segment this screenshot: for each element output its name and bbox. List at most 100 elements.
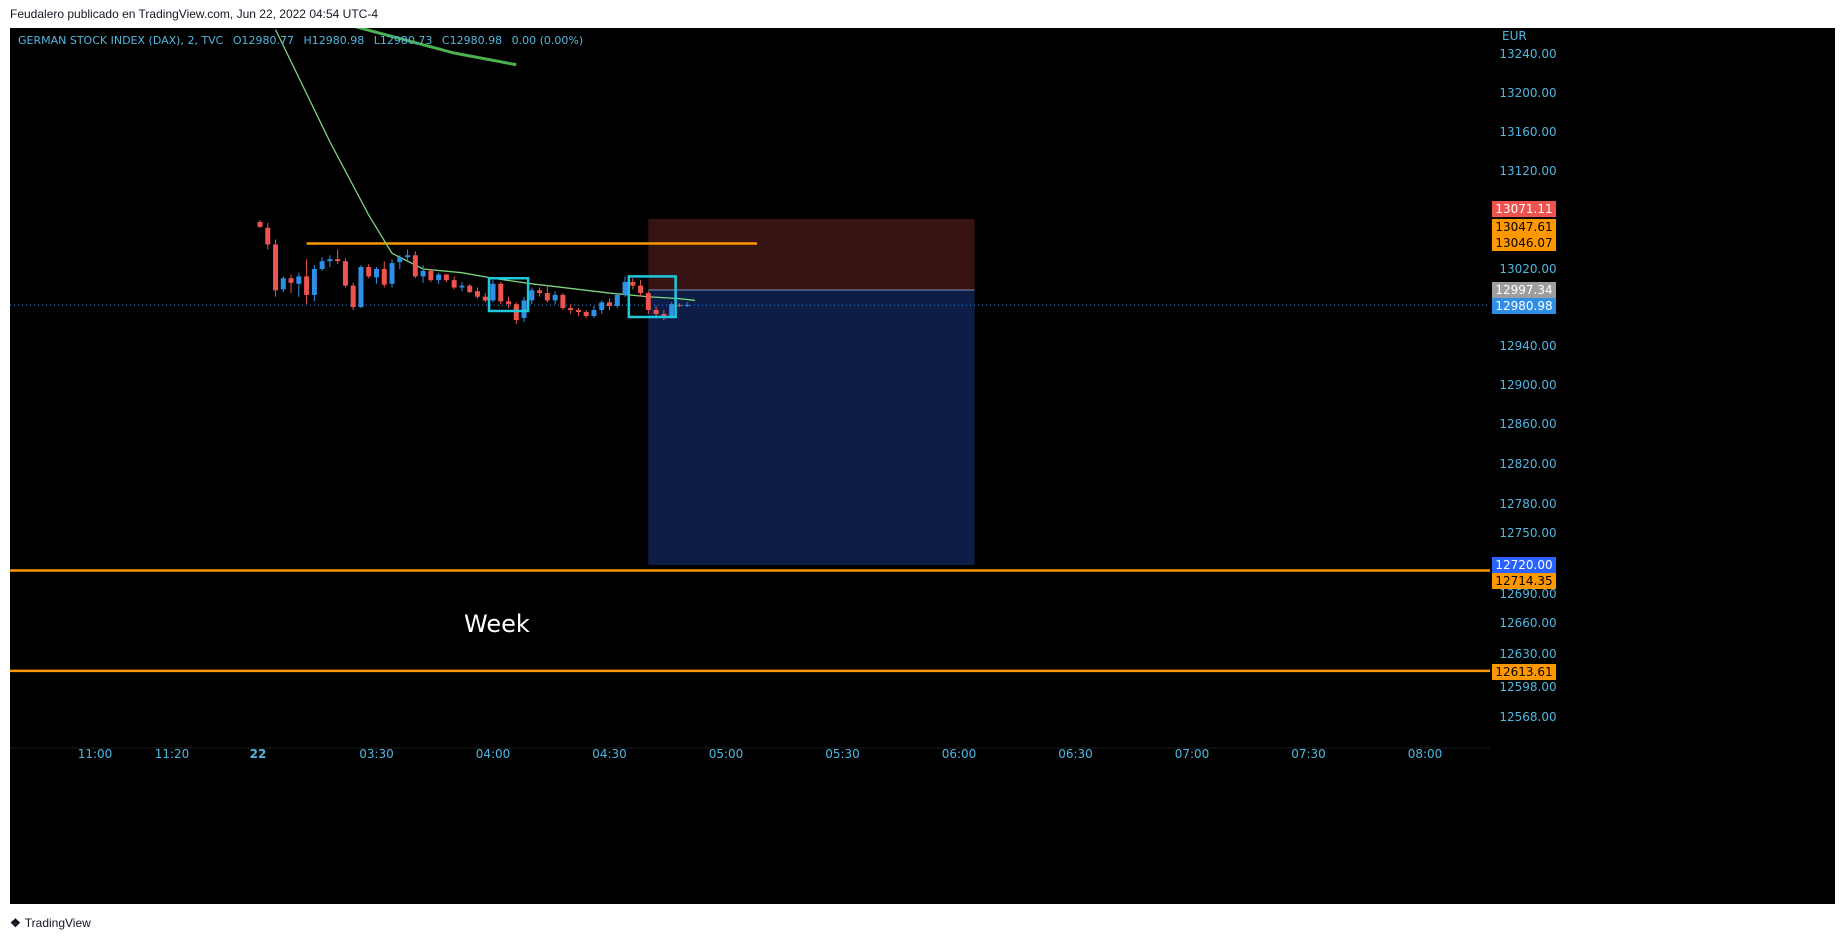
candle-body-50 xyxy=(645,293,651,310)
candle-body-13 xyxy=(358,267,364,307)
candle-body-53 xyxy=(669,304,675,316)
candle-body-55 xyxy=(684,305,690,307)
price-label-bg-7 xyxy=(1492,664,1556,680)
candle-body-30 xyxy=(490,283,496,301)
price-label-1: 13047.61 xyxy=(1495,220,1552,234)
y-tick-12: 12660.00 xyxy=(1499,616,1556,630)
x-tick-2: 22 xyxy=(250,747,267,761)
y-tick-5: 12940.00 xyxy=(1499,339,1556,353)
legend-close: C12980.98 xyxy=(441,34,503,47)
candlestick-chart[interactable]: Week EUR 13240.00 13200.00 13160.00 13120.00 1… xyxy=(10,28,1835,904)
y-tick-14: 12598.00 xyxy=(1499,680,1556,694)
annotation-week: Week xyxy=(464,610,530,638)
candle-body-32 xyxy=(506,301,512,305)
legend-change: 0.00 (0.00%) xyxy=(511,34,584,47)
x-tick-7: 05:30 xyxy=(825,747,860,761)
candle-body-24 xyxy=(443,274,449,281)
candle-body-44 xyxy=(599,302,605,310)
price-label-bg-3 xyxy=(1492,282,1556,298)
tradingview-logo-icon: ❖ xyxy=(10,916,21,930)
candle-body-25 xyxy=(451,280,457,288)
candle-body-31 xyxy=(498,283,504,302)
highlight-box-1 xyxy=(627,275,677,319)
x-tick-3: 03:30 xyxy=(359,747,394,761)
candle-body-7 xyxy=(311,269,317,295)
tradingview-brand[interactable]: ❖ TradingView xyxy=(10,914,91,932)
legend-symbol: GERMAN STOCK INDEX (DAX), 2, TVC xyxy=(18,34,224,47)
legend-low: L12980.73 xyxy=(373,34,433,47)
x-tick-8: 06:00 xyxy=(942,747,977,761)
candle-body-28 xyxy=(474,291,480,297)
x-tick-12: 08:00 xyxy=(1408,747,1443,761)
price-label-bg-4 xyxy=(1492,298,1556,314)
chart-area[interactable]: Week EUR 13240.00 13200.00 13160.00 13120.00 1… xyxy=(10,28,1835,904)
y-tick-3: 13120.00 xyxy=(1499,164,1556,178)
publisher-line: Feudalero publicado en TradingView.com, … xyxy=(10,7,379,21)
x-tick-5: 04:30 xyxy=(592,747,627,761)
symbol-legend: GERMAN STOCK INDEX (DAX), 2, TVC O12980.… xyxy=(18,34,589,47)
y-tick-11: 12690.00 xyxy=(1499,587,1556,601)
candle-body-34 xyxy=(521,300,527,318)
brand-label: TradingView xyxy=(24,916,91,930)
candle-body-4 xyxy=(288,278,294,283)
candle-body-26 xyxy=(459,285,465,288)
candle-body-9 xyxy=(327,259,333,262)
price-axis xyxy=(1490,28,1835,748)
candle-body-19 xyxy=(405,255,411,258)
candle-body-27 xyxy=(467,285,473,293)
price-label-bg-0 xyxy=(1492,201,1556,217)
price-label-bg-6 xyxy=(1492,573,1556,589)
price-label-2: 13046.07 xyxy=(1495,236,1552,250)
candle-body-36 xyxy=(537,290,543,294)
y-tick-2: 13160.00 xyxy=(1499,125,1556,139)
candle-body-12 xyxy=(350,285,356,307)
candle-body-48 xyxy=(630,281,636,286)
y-tick-9: 12780.00 xyxy=(1499,497,1556,511)
candle-body-5 xyxy=(296,276,302,284)
candle-body-40 xyxy=(568,308,574,310)
price-label-4: 12980.98 xyxy=(1495,299,1552,313)
candle-body-10 xyxy=(335,259,341,262)
candle-body-16 xyxy=(381,269,387,285)
candle-body-8 xyxy=(319,261,325,269)
y-tick-10: 12750.00 xyxy=(1499,526,1556,540)
candle-body-15 xyxy=(374,269,379,278)
y-tick-0: 13240.00 xyxy=(1499,47,1556,61)
highlight-box-0 xyxy=(487,277,530,313)
legend-open: O12980.77 xyxy=(232,34,295,47)
candle-body-41 xyxy=(575,310,581,312)
y-tick-13: 12630.00 xyxy=(1499,647,1556,661)
candle-body-20 xyxy=(412,255,418,277)
candle-body-51 xyxy=(653,310,659,314)
candle-body-37 xyxy=(544,293,550,301)
price-label-bg-1 xyxy=(1492,219,1556,235)
position-reward-zone xyxy=(648,289,975,565)
price-label-7: 12613.61 xyxy=(1495,665,1552,679)
candle-body-2 xyxy=(273,244,279,291)
candle-body-6 xyxy=(304,276,310,295)
candle-body-35 xyxy=(529,290,535,301)
candle-body-47 xyxy=(622,281,628,295)
candle-body-39 xyxy=(560,294,566,308)
price-label-3: 12997.34 xyxy=(1495,283,1552,297)
price-label-bg-2 xyxy=(1492,235,1556,251)
x-tick-6: 05:00 xyxy=(709,747,744,761)
price-label-0: 13071.11 xyxy=(1495,202,1552,216)
candle-body-21 xyxy=(420,270,426,277)
candle-body-11 xyxy=(342,261,348,286)
currency-label: EUR xyxy=(1502,29,1527,43)
x-tick-1: 11:20 xyxy=(155,747,190,761)
legend-high: H12980.98 xyxy=(303,34,365,47)
moving-average-long xyxy=(354,28,517,67)
y-tick-8: 12820.00 xyxy=(1499,457,1556,471)
candle-body-14 xyxy=(366,267,372,277)
price-label-6: 12714.35 xyxy=(1495,574,1552,588)
candle-body-38 xyxy=(552,294,558,301)
candle-body-29 xyxy=(482,296,488,301)
price-label-bg-5 xyxy=(1492,557,1556,573)
x-tick-9: 06:30 xyxy=(1058,747,1093,761)
candle-body-49 xyxy=(638,285,644,294)
candle-body-3 xyxy=(280,278,286,290)
x-tick-0: 11:00 xyxy=(78,747,113,761)
position-risk-zone xyxy=(648,218,975,290)
